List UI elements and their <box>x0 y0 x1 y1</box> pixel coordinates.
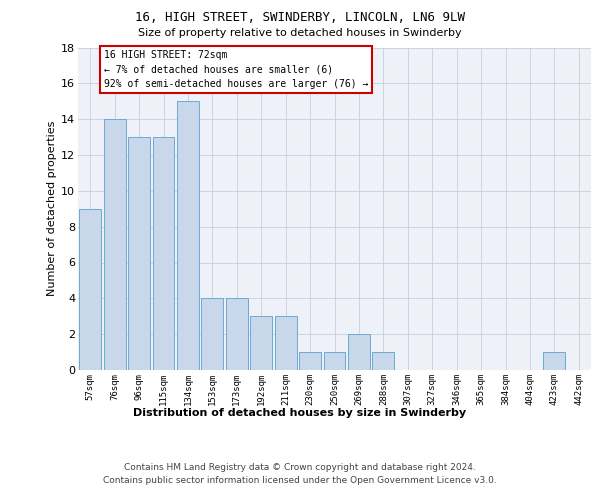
Bar <box>323 352 346 370</box>
Bar <box>544 352 565 370</box>
Bar <box>177 102 199 370</box>
Bar <box>226 298 248 370</box>
Text: Contains HM Land Registry data © Crown copyright and database right 2024.: Contains HM Land Registry data © Crown c… <box>124 462 476 471</box>
Bar <box>373 352 394 370</box>
Bar <box>202 298 223 370</box>
Bar <box>128 137 150 370</box>
Bar <box>152 137 175 370</box>
Bar <box>104 119 125 370</box>
Text: 16 HIGH STREET: 72sqm
← 7% of detached houses are smaller (6)
92% of semi-detach: 16 HIGH STREET: 72sqm ← 7% of detached h… <box>104 50 368 89</box>
Text: 16, HIGH STREET, SWINDERBY, LINCOLN, LN6 9LW: 16, HIGH STREET, SWINDERBY, LINCOLN, LN6… <box>135 11 465 24</box>
Bar <box>250 316 272 370</box>
Bar <box>299 352 321 370</box>
Y-axis label: Number of detached properties: Number of detached properties <box>47 121 57 296</box>
Text: Contains public sector information licensed under the Open Government Licence v3: Contains public sector information licen… <box>103 476 497 485</box>
Bar <box>348 334 370 370</box>
Bar <box>275 316 296 370</box>
Bar <box>79 209 101 370</box>
Text: Distribution of detached houses by size in Swinderby: Distribution of detached houses by size … <box>133 408 467 418</box>
Text: Size of property relative to detached houses in Swinderby: Size of property relative to detached ho… <box>138 28 462 38</box>
